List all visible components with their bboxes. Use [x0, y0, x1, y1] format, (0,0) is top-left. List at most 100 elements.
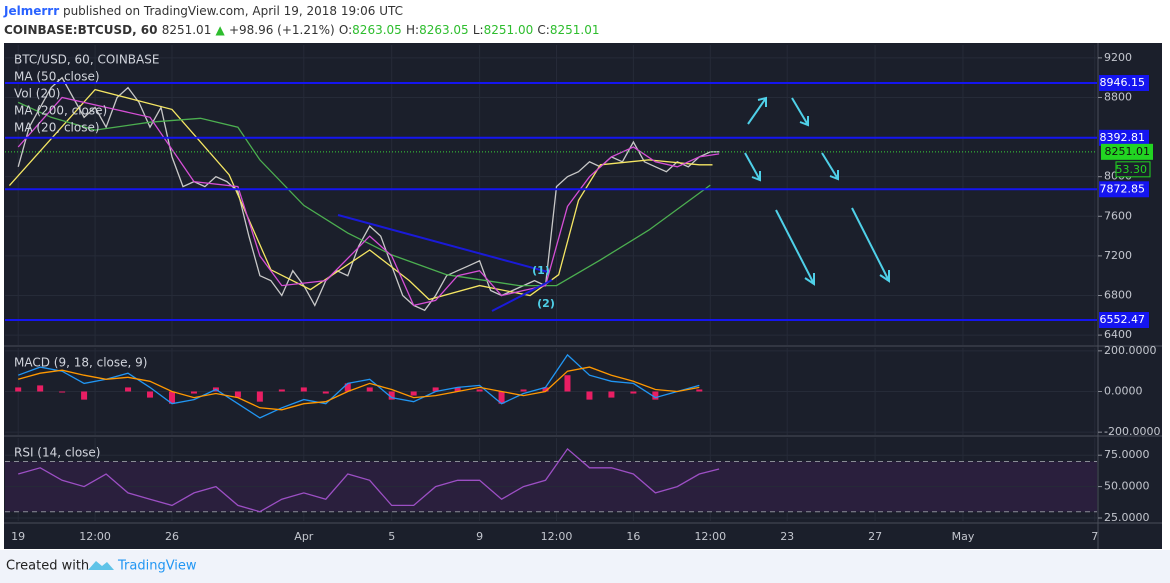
- y-tick-label: 25.0000: [1104, 511, 1150, 524]
- histogram-bar: [344, 383, 351, 392]
- histogram-bar: [147, 391, 154, 398]
- histogram-bar: [586, 391, 593, 400]
- series-line: [17, 96, 720, 307]
- histogram-bar: [498, 391, 505, 404]
- histogram-bar: [234, 391, 241, 398]
- footer-bar: [0, 550, 1170, 583]
- h-label: H:: [406, 23, 419, 37]
- histogram-bar: [190, 391, 197, 394]
- h-value: 8263.05: [419, 23, 469, 37]
- author[interactable]: Jelmerrr: [3, 4, 59, 18]
- y-tick-label: 9200: [1104, 51, 1132, 64]
- published: published on TradingView.com, April 19, …: [63, 4, 403, 18]
- last-price-box: [1101, 143, 1153, 160]
- legend-entry: Vol (20): [14, 87, 60, 101]
- change: +98.96 (+1.21%): [229, 23, 335, 37]
- histogram-bar: [81, 391, 88, 400]
- arrow: [747, 96, 767, 125]
- level-label: 8946.15: [1100, 76, 1146, 89]
- histogram-bar: [476, 389, 483, 392]
- histogram-bar: [520, 389, 527, 392]
- arrow: [775, 209, 815, 286]
- last: 8251.01: [162, 23, 212, 37]
- series-line: [18, 447, 720, 513]
- histogram-bar: [608, 391, 615, 398]
- histogram-bar: [322, 391, 329, 394]
- c-label: C:: [537, 23, 549, 37]
- y-tick-label: 0.0000: [1104, 385, 1143, 398]
- legend-entry: MA (200, close): [14, 104, 107, 118]
- series-line: [8, 88, 713, 301]
- y-tick-label: 6800: [1104, 288, 1132, 301]
- level-label: 7872.85: [1100, 182, 1146, 195]
- last-price-label: 8251.01: [1105, 145, 1151, 158]
- x-tick-label: 27: [868, 530, 882, 543]
- logo: [88, 561, 114, 570]
- histogram-bar: [125, 387, 132, 392]
- x-tick-label: 9: [476, 530, 483, 543]
- pane-title: BTC/USD, 60, COINBASE: [14, 53, 159, 67]
- level-label-box: [1099, 129, 1149, 146]
- symbol: COINBASE:BTCUSD, 60: [4, 23, 158, 37]
- trend-line: [337, 214, 549, 273]
- o-label: O:: [339, 23, 352, 37]
- histogram-bar: [652, 391, 659, 400]
- histogram-bar: [37, 385, 44, 392]
- histogram-bar: [542, 387, 549, 392]
- trend-line: [491, 279, 553, 312]
- level-label-box: [1099, 312, 1149, 329]
- histogram-bar: [168, 391, 175, 404]
- arrows: [744, 96, 890, 286]
- countdown: 53.30: [1116, 163, 1148, 176]
- histogram-bar: [696, 389, 703, 392]
- plot: 19 12:00 26 Apr 5 9 12:00 16 12:00 23 27 May 7 6400 68…: [5, 45, 1160, 543]
- legend-entry: MA (20, close): [14, 121, 100, 135]
- histogram-bar: [59, 391, 66, 393]
- pane-title: RSI (14, close): [14, 446, 100, 460]
- y-tick-label: 75.0000: [1104, 448, 1150, 461]
- o-value: 8263.05: [352, 23, 402, 37]
- series-line: [17, 353, 700, 419]
- header-line: Jelmerrr published on TradingView.com, A…: [3, 4, 403, 18]
- arrow: [851, 207, 890, 283]
- quote-line: COINBASE:BTCUSD, 60 8251.01 ▲ +98.96 (+1…: [4, 23, 599, 37]
- x-tick-label: 26: [165, 530, 179, 543]
- legend-entry: MA (50, close): [14, 70, 100, 84]
- footer-brand[interactable]: TradingView: [117, 559, 197, 574]
- histogram-bar: [300, 387, 307, 392]
- histogram-bar: [256, 391, 263, 402]
- histogram-bar: [15, 387, 22, 392]
- countdown-box: [1115, 161, 1151, 178]
- series-line: [18, 366, 700, 411]
- l-value: 8251.00: [484, 23, 534, 37]
- level-label: 6552.47: [1100, 313, 1146, 326]
- y-tick-label: 50.0000: [1104, 480, 1150, 493]
- up-arrow: ▲: [216, 23, 226, 37]
- y-tick-label: 8800: [1104, 90, 1132, 103]
- drawings: [337, 96, 890, 312]
- histogram-bar: [410, 391, 417, 396]
- l-label: L:: [473, 23, 484, 37]
- x-tick-label: 23: [780, 530, 794, 543]
- annotation: (1): [532, 264, 550, 277]
- y-tick-label: 7200: [1104, 249, 1132, 262]
- x-tick-label: 12:00: [694, 530, 726, 543]
- histogram-bar: [366, 387, 373, 392]
- level-label-box: [1099, 75, 1149, 92]
- arrow: [791, 97, 809, 127]
- histogram-bar: [630, 391, 637, 394]
- x-tick-label: 7: [1091, 530, 1098, 543]
- histogram-bar: [278, 389, 285, 392]
- footer-text: Created with: [6, 559, 89, 574]
- x-tick-label: May: [952, 530, 975, 543]
- x-tick-label: 5: [388, 530, 395, 543]
- histogram-bar: [564, 375, 571, 392]
- c-value: 8251.01: [550, 23, 600, 37]
- annotation: (2): [537, 297, 555, 310]
- pane-title: MACD (9, 18, close, 9): [14, 356, 147, 370]
- y-tick-label: -200.0000: [1104, 425, 1160, 438]
- y-tick-label: 6400: [1104, 328, 1132, 341]
- x-tick-label: Apr: [294, 530, 314, 543]
- y-tick-label: 200.0000: [1104, 344, 1157, 357]
- x-tick-label: 19: [11, 530, 25, 543]
